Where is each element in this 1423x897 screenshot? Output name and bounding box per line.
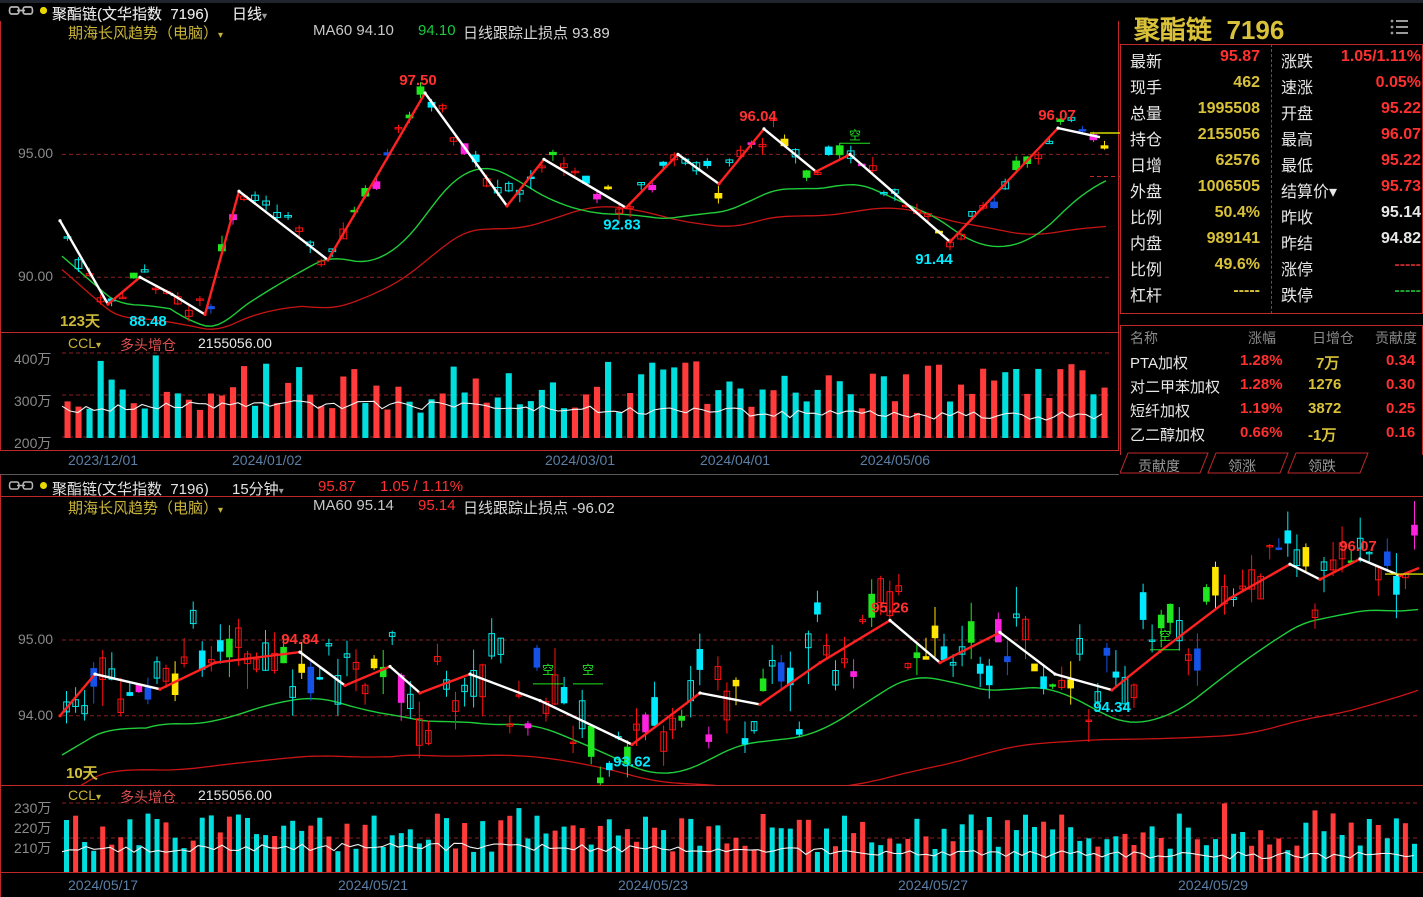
svg-text:93.62: 93.62: [613, 754, 651, 771]
svg-text:空: 空: [542, 663, 554, 677]
svg-text:94.34: 94.34: [1093, 699, 1131, 716]
svg-text:96.04: 96.04: [739, 108, 777, 125]
svg-text:91.44: 91.44: [915, 251, 953, 268]
svg-text:96.07: 96.07: [1038, 107, 1076, 124]
svg-text:95.26: 95.26: [871, 599, 909, 616]
svg-text:123天: 123天: [60, 313, 101, 330]
svg-text:97.50: 97.50: [399, 72, 437, 89]
svg-text:92.83: 92.83: [603, 217, 641, 234]
svg-text:94.84: 94.84: [281, 631, 319, 648]
svg-text:88.48: 88.48: [129, 313, 167, 330]
svg-text:空: 空: [849, 129, 861, 143]
svg-text:96.07: 96.07: [1339, 538, 1377, 555]
svg-text:空: 空: [1159, 629, 1171, 643]
svg-text:空: 空: [582, 663, 594, 677]
